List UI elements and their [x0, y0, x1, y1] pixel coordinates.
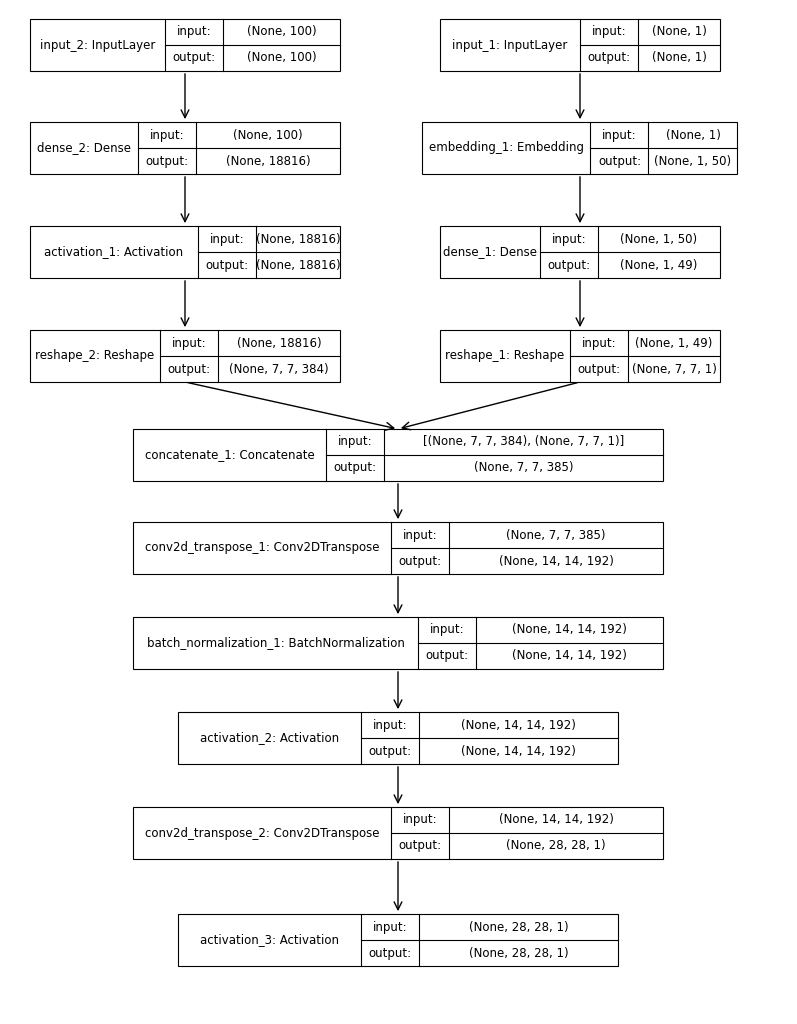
Text: input:: input: — [402, 528, 438, 542]
Text: (None, 100): (None, 100) — [234, 128, 303, 141]
Text: (None, 7, 7, 385): (None, 7, 7, 385) — [506, 528, 606, 542]
Text: input:: input: — [373, 921, 407, 934]
Text: dense_2: Dense: dense_2: Dense — [37, 141, 131, 155]
Text: (None, 7, 7, 384): (None, 7, 7, 384) — [230, 362, 329, 376]
Text: (None, 18816): (None, 18816) — [256, 258, 340, 271]
Text: output:: output: — [398, 840, 442, 853]
Text: [(None, 7, 7, 384), (None, 7, 7, 1)]: [(None, 7, 7, 384), (None, 7, 7, 1)] — [423, 435, 624, 449]
Text: reshape_2: Reshape: reshape_2: Reshape — [35, 349, 155, 362]
Text: (None, 28, 28, 1): (None, 28, 28, 1) — [469, 921, 568, 934]
Bar — [440, 19, 720, 71]
Text: (None, 100): (None, 100) — [247, 51, 316, 65]
Text: (None, 14, 14, 192): (None, 14, 14, 192) — [461, 744, 576, 758]
Text: output:: output: — [145, 155, 189, 168]
Text: (None, 18816): (None, 18816) — [237, 337, 321, 349]
Text: input:: input: — [171, 337, 206, 349]
Bar — [133, 807, 663, 859]
Text: (None, 14, 14, 192): (None, 14, 14, 192) — [499, 813, 614, 826]
Bar — [422, 122, 737, 174]
Text: (None, 100): (None, 100) — [247, 26, 316, 39]
Text: dense_1: Dense: dense_1: Dense — [443, 246, 537, 258]
Bar — [440, 226, 720, 278]
Text: input:: input: — [591, 26, 626, 39]
Bar — [133, 429, 663, 481]
Text: (None, 18816): (None, 18816) — [226, 155, 310, 168]
Text: (None, 14, 14, 192): (None, 14, 14, 192) — [512, 624, 627, 637]
Text: input:: input: — [373, 719, 407, 731]
Text: (None, 14, 14, 192): (None, 14, 14, 192) — [512, 649, 627, 663]
Text: input:: input: — [210, 232, 245, 246]
Text: embedding_1: Embedding: embedding_1: Embedding — [429, 141, 584, 155]
Bar — [133, 617, 663, 669]
Text: conv2d_transpose_2: Conv2DTranspose: conv2d_transpose_2: Conv2DTranspose — [145, 826, 379, 840]
Bar — [30, 19, 340, 71]
Text: reshape_1: Reshape: reshape_1: Reshape — [446, 349, 564, 362]
Text: (None, 28, 28, 1): (None, 28, 28, 1) — [469, 946, 568, 959]
Text: output:: output: — [598, 155, 641, 168]
Bar — [30, 330, 340, 382]
Bar — [30, 226, 340, 278]
Text: (None, 1): (None, 1) — [652, 26, 706, 39]
Text: (None, 1): (None, 1) — [652, 51, 706, 65]
Text: output:: output: — [368, 946, 411, 959]
Text: input:: input: — [552, 232, 587, 246]
Text: input:: input: — [582, 337, 616, 349]
Text: (None, 7, 7, 1): (None, 7, 7, 1) — [631, 362, 717, 376]
Text: input:: input: — [338, 435, 372, 449]
Text: output:: output: — [587, 51, 630, 65]
Text: (None, 14, 14, 192): (None, 14, 14, 192) — [499, 555, 614, 567]
Text: (None, 1, 49): (None, 1, 49) — [635, 337, 713, 349]
Text: (None, 7, 7, 385): (None, 7, 7, 385) — [473, 462, 573, 474]
Text: activation_1: Activation: activation_1: Activation — [45, 246, 183, 258]
Text: (None, 1, 50): (None, 1, 50) — [620, 232, 697, 246]
Text: (None, 1, 50): (None, 1, 50) — [654, 155, 732, 168]
Bar — [133, 522, 663, 574]
Text: output:: output: — [548, 258, 591, 271]
Text: output:: output: — [426, 649, 469, 663]
Text: input:: input: — [177, 26, 211, 39]
Text: input_1: InputLayer: input_1: InputLayer — [453, 39, 567, 51]
Bar — [440, 330, 720, 382]
Text: concatenate_1: Concatenate: concatenate_1: Concatenate — [144, 449, 314, 462]
Text: output:: output: — [398, 555, 442, 567]
Bar — [30, 122, 340, 174]
Text: input:: input: — [402, 813, 438, 826]
Text: batch_normalization_1: BatchNormalization: batch_normalization_1: BatchNormalizatio… — [147, 637, 404, 649]
Text: output:: output: — [172, 51, 215, 65]
Text: input:: input: — [430, 624, 465, 637]
Text: (None, 18816): (None, 18816) — [256, 232, 340, 246]
Text: conv2d_transpose_1: Conv2DTranspose: conv2d_transpose_1: Conv2DTranspose — [145, 542, 379, 555]
Text: output:: output: — [578, 362, 621, 376]
Text: (None, 14, 14, 192): (None, 14, 14, 192) — [461, 719, 576, 731]
Text: input_2: InputLayer: input_2: InputLayer — [40, 39, 155, 51]
Text: activation_2: Activation: activation_2: Activation — [200, 731, 339, 744]
Bar — [178, 914, 618, 966]
Text: output:: output: — [206, 258, 249, 271]
Text: (None, 1, 49): (None, 1, 49) — [620, 258, 697, 271]
Text: input:: input: — [150, 128, 184, 141]
Text: (None, 1): (None, 1) — [665, 128, 720, 141]
Text: output:: output: — [333, 462, 376, 474]
Text: activation_3: Activation: activation_3: Activation — [200, 934, 339, 946]
Bar — [178, 712, 618, 764]
Text: (None, 28, 28, 1): (None, 28, 28, 1) — [506, 840, 606, 853]
Text: input:: input: — [603, 128, 637, 141]
Text: output:: output: — [368, 744, 411, 758]
Text: output:: output: — [167, 362, 210, 376]
